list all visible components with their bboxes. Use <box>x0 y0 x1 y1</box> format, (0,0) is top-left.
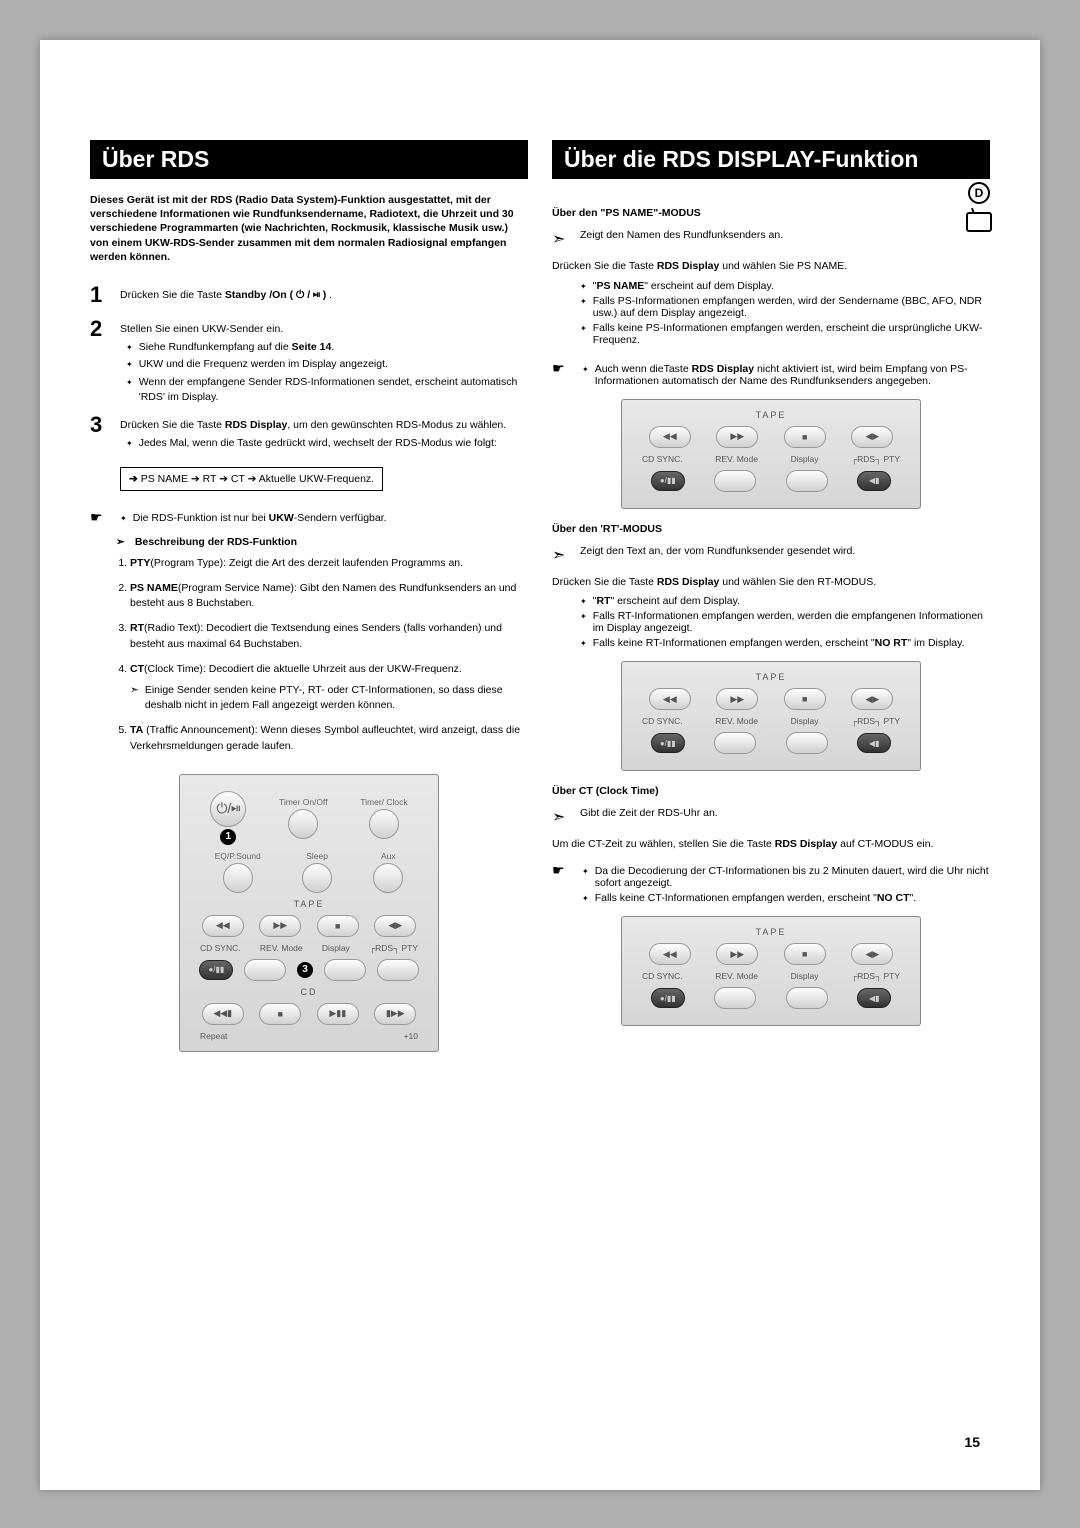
skip-button: ◀◀▮ <box>202 1003 244 1025</box>
pointer-icon: ➣ <box>552 807 572 827</box>
right-title: Über die RDS DISPLAY-Funktion <box>552 140 990 179</box>
side-icons: D <box>966 182 992 232</box>
ct-head: Über CT (Clock Time) <box>552 785 990 797</box>
rt-desc: Zeigt den Text an, der vom Rundfunksende… <box>580 545 855 557</box>
ff-button: ▶▶ <box>259 915 301 937</box>
hand-icon: ☛ <box>552 862 574 879</box>
note-ukw: ☛ Die RDS-Funktion ist nur bei UKW-Sende… <box>90 509 528 526</box>
tape-label: TAPE <box>194 899 424 909</box>
skip-fwd-button: ▮▶▶ <box>374 1003 416 1025</box>
left-title: Über RDS <box>90 140 528 179</box>
display-button <box>324 959 366 981</box>
step-number: 2 <box>90 316 110 404</box>
stop-button: ■ <box>317 915 359 937</box>
timer-onoff-button <box>288 809 318 839</box>
step1-text: Drücken Sie die Taste <box>120 289 225 301</box>
pointer-icon: ➣ <box>552 545 572 565</box>
right-column: Über die RDS DISPLAY-Funktion D Über den… <box>552 140 990 1064</box>
pointer-icon: ➣ <box>130 683 139 713</box>
cd-label: CD <box>194 987 424 997</box>
step1-bold: Standby /On ( ⏻ / ⏯ ) <box>225 289 326 301</box>
tape-panel-3: TAPE ◀◀ ▶▶ ■ ◀▶ CD SYNC. REV. Mode Displ… <box>621 916 921 1026</box>
rewind-button: ◀◀ <box>202 915 244 937</box>
ps-desc: Zeigt den Namen des Rundfunksenders an. <box>580 229 783 241</box>
rt-head: Über den 'RT'-MODUS <box>552 523 990 535</box>
dir-button: ◀▶ <box>374 915 416 937</box>
mode-flow: ➔ PS NAME ➔ RT ➔ CT ➔ Aktuelle UKW-Frequ… <box>120 467 383 491</box>
pointer-icon: ➣ <box>552 229 572 249</box>
display-highlight <box>786 470 828 492</box>
step-number: 3 <box>90 412 110 450</box>
callout-1: 1 <box>220 829 236 845</box>
hand-icon: ☛ <box>90 509 112 526</box>
ct-desc: Gibt die Zeit der RDS-Uhr an. <box>580 807 718 819</box>
hand-icon: ☛ <box>552 360 574 377</box>
radio-icon <box>966 212 992 232</box>
cd-stop-button: ■ <box>259 1003 301 1025</box>
eq-button <box>223 863 253 893</box>
step2-text: Stellen Sie einen UKW-Sender ein. <box>120 323 283 335</box>
intro-text: Dieses Gerät ist mit der RDS (Radio Data… <box>90 193 528 264</box>
step-1: 1 Drücken Sie die Taste Standby /On ( ⏻ … <box>90 282 528 308</box>
mode-button <box>244 959 286 981</box>
d-badge-icon: D <box>968 182 990 204</box>
callout-3: 3 <box>297 962 313 978</box>
aux-button <box>373 863 403 893</box>
sleep-button <box>302 863 332 893</box>
timer-clock-button <box>369 809 399 839</box>
skip-dark-button: ◀▮ <box>857 471 891 491</box>
tape-panel-2: TAPE ◀◀ ▶▶ ■ ◀▶ CD SYNC. REV. Mode Displ… <box>621 661 921 771</box>
manual-page: Über RDS Dieses Gerät ist mit der RDS (R… <box>40 40 1040 1490</box>
pty-button <box>377 959 419 981</box>
left-column: Über RDS Dieses Gerät ist mit der RDS (R… <box>90 140 528 1064</box>
ps-name-head: Über den "PS NAME"-MODUS <box>552 207 990 219</box>
step-2: 2 Stellen Sie einen UKW-Sender ein. Sieh… <box>90 316 528 404</box>
tape-panel-1: TAPE ◀◀ ▶▶ ■ ◀▶ CD SYNC. REV. Mode Displ… <box>621 399 921 509</box>
play-button: ▶▮▮ <box>317 1003 359 1025</box>
step-3: 3 Drücken Sie die Taste RDS Display, um … <box>90 412 528 450</box>
rds-description-list: PTY(Program Type): Zeigt die Art des der… <box>130 556 528 754</box>
step-number: 1 <box>90 282 110 308</box>
rec-button: ●/▮▮ <box>199 960 233 980</box>
remote-illustration: ⏻/⏯1 Timer On/Off Timer/ Clock EQ/P.Soun… <box>179 774 439 1052</box>
power-button-icon: ⏻/⏯ <box>210 791 246 827</box>
page-number: 15 <box>964 1434 980 1450</box>
rds-description-head: Beschreibung der RDS-Funktion <box>116 536 528 548</box>
